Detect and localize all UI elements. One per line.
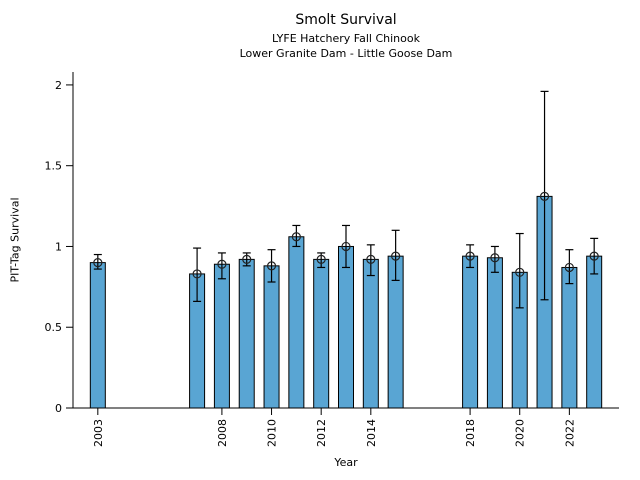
bar-2009 — [238, 258, 255, 409]
point-marker-2003 — [93, 258, 103, 268]
y-tick-label: 0 — [55, 402, 62, 415]
bar-2022 — [561, 266, 578, 409]
point-marker-2013 — [341, 241, 351, 252]
y-tick-label: 1 — [55, 240, 62, 253]
bar-2019 — [486, 257, 503, 409]
chart-subtitle-line1: LYFE Hatchery Fall Chinook — [272, 32, 420, 45]
point-marker-2021 — [539, 191, 550, 201]
x-tick-label: 2012 — [315, 419, 328, 447]
bar-2013 — [338, 245, 354, 409]
point-marker-2010 — [266, 261, 277, 271]
y-tick-label: 1.5 — [45, 160, 63, 173]
point-marker-2019 — [490, 253, 500, 263]
point-marker-2018 — [465, 251, 475, 261]
point-marker-2012 — [316, 254, 326, 264]
x-axis-label: Year — [334, 456, 358, 469]
x-tick-label: 2010 — [266, 419, 279, 447]
point-marker-2008 — [217, 259, 227, 269]
point-marker-2007 — [192, 269, 202, 279]
bar-2011 — [288, 236, 305, 409]
y-tick-label: 0.5 — [45, 321, 63, 334]
point-marker-2011 — [291, 232, 301, 242]
point-marker-2020 — [515, 267, 525, 277]
x-tick-label: 2020 — [514, 419, 527, 447]
x-tick-label: 2014 — [365, 419, 378, 447]
point-marker-2014 — [366, 254, 376, 264]
x-tick-label: 2022 — [563, 419, 576, 447]
chart-title: Smolt Survival — [295, 12, 397, 28]
chart-subtitle-line2: Lower Granite Dam - Little Goose Dam — [239, 47, 453, 60]
bar-2012 — [313, 258, 330, 409]
x-tick-label: 2018 — [464, 419, 477, 447]
x-tick-label: 2008 — [216, 419, 229, 447]
bar-2023 — [586, 255, 603, 409]
point-marker-2022 — [564, 262, 574, 273]
point-marker-2023 — [589, 251, 599, 261]
point-marker-2009 — [242, 254, 252, 264]
y-tick-label: 2 — [55, 79, 62, 92]
bar-2014 — [362, 258, 379, 409]
x-tick-label: 2003 — [92, 419, 105, 447]
bar-2018 — [462, 255, 479, 409]
bar-2003 — [89, 262, 106, 409]
bar-2010 — [263, 265, 280, 409]
bar-2008 — [213, 263, 230, 409]
point-marker-2015 — [391, 251, 401, 261]
